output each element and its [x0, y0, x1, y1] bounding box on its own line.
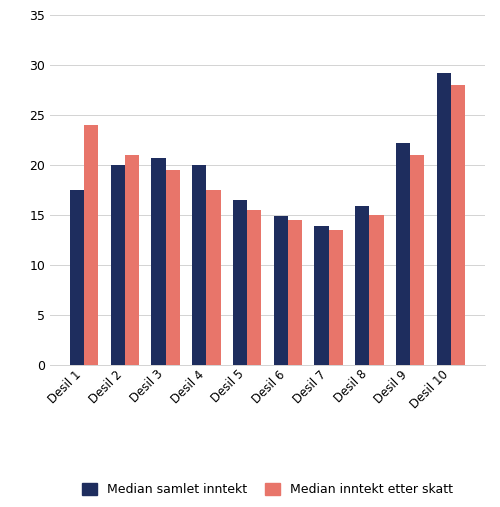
Bar [274, 216, 288, 365]
Bar [451, 85, 465, 365]
Legend: Median samlet inntekt, Median inntekt etter skatt: Median samlet inntekt, Median inntekt et… [82, 483, 454, 496]
Bar [110, 165, 125, 365]
Bar [70, 190, 84, 365]
Bar [125, 155, 139, 365]
Bar [370, 215, 384, 365]
Bar [436, 73, 451, 365]
Bar [233, 200, 247, 365]
Bar [206, 190, 220, 365]
Bar [288, 220, 302, 365]
Bar [355, 206, 370, 365]
Bar [84, 125, 98, 365]
Bar [192, 165, 206, 365]
Bar [328, 230, 343, 365]
Bar [152, 158, 166, 365]
Bar [314, 226, 328, 365]
Bar [166, 170, 180, 365]
Bar [247, 210, 262, 365]
Bar [410, 155, 424, 365]
Bar [396, 143, 410, 365]
